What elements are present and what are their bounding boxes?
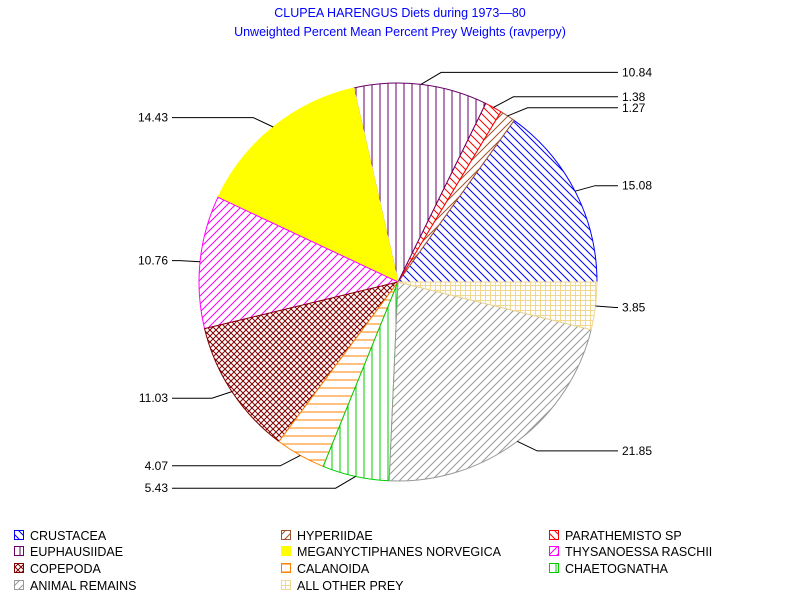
legend-swatch-animal-remains	[14, 580, 24, 590]
legend-swatch-hyperiidae	[281, 530, 291, 540]
data-label-hyperiidae: 1.27	[622, 101, 646, 115]
leader-line-animal-remains	[516, 440, 618, 452]
leader-line-crustacea	[574, 185, 618, 192]
legend-label-hyperiidae: HYPERIIDAE	[297, 529, 373, 543]
legend-entry-hyperiidae: HYPERIIDAE	[281, 529, 373, 543]
legend-swatch-meganyctiphanes-norvegica	[281, 546, 291, 556]
legend-swatch-thysanoessa-raschii	[549, 546, 559, 556]
leader-line-meganyctiphanes-norvegica	[172, 117, 274, 128]
legend-entry-thysanoessa-raschii: THYSANOESSA RASCHII	[549, 545, 712, 559]
data-label-copepoda: 11.03	[139, 391, 168, 405]
slice-thysanoessa-raschii	[198, 196, 400, 330]
legend-label-calanoida: CALANOIDA	[297, 562, 370, 576]
legend-entry-copepoda: COPEPODA	[14, 562, 102, 576]
leader-line-parathemisto-sp	[493, 96, 618, 108]
legend-label-all-other-prey: ALL OTHER PREY	[297, 579, 404, 593]
data-label-animal-remains: 21.85	[622, 444, 652, 458]
leader-line-calanoida	[172, 454, 301, 467]
legend-entry-meganyctiphanes-norvegica: MEGANYCTIPHANES NORVEGICA	[281, 545, 502, 559]
slice-labels: 15.08 1.271.38 10.84 14.43 10.76 11.03 4.07 5.4…	[138, 65, 652, 495]
legend-label-animal-remains: ANIMAL REMAINS	[30, 579, 137, 593]
legend-swatch-calanoida	[281, 563, 291, 573]
legend-label-thysanoessa-raschii: THYSANOESSA RASCHII	[565, 545, 712, 559]
legend-entry-parathemisto-sp: PARATHEMISTO SP	[549, 529, 682, 543]
slice-crustacea	[397, 119, 598, 283]
legend-entry-all-other-prey: ALL OTHER PREY	[281, 579, 404, 593]
data-label-euphausiidae: 10.84	[622, 65, 652, 79]
chart-subtitle: Unweighted Percent Mean Percent Prey Wei…	[234, 25, 566, 39]
legend-entry-calanoida: CALANOIDA	[281, 562, 370, 576]
chart-title: CLUPEA HARENGUS Diets during 1973—80	[274, 6, 526, 20]
legend-entry-animal-remains: ANIMAL REMAINS	[14, 579, 137, 593]
slice-all-other-prey	[397, 281, 598, 331]
data-label-parathemisto-sp: 1.38	[622, 90, 646, 104]
data-label-calanoida: 4.07	[145, 459, 169, 473]
legend-label-parathemisto-sp: PARATHEMISTO SP	[565, 529, 682, 543]
leader-line-chaetognatha	[172, 475, 356, 489]
legend-entry-euphausiidae: EUPHAUSIIDAE	[14, 545, 123, 559]
legend-swatch-copepoda	[14, 563, 24, 573]
data-label-thysanoessa-raschii: 10.76	[138, 254, 168, 268]
data-label-crustacea: 15.08	[622, 179, 652, 193]
legend-label-chaetognatha: CHAETOGNATHA	[565, 562, 669, 576]
legend-entry-crustacea: CRUSTACEA	[14, 529, 107, 543]
legend-swatch-chaetognatha	[549, 563, 559, 573]
leader-line-thysanoessa-raschii	[172, 260, 201, 263]
leader-line-euphausiidae	[420, 71, 618, 85]
data-label-all-other-prey: 3.85	[622, 300, 646, 314]
legend-label-euphausiidae: EUPHAUSIIDAE	[30, 545, 123, 559]
legend-entry-chaetognatha: CHAETOGNATHA	[549, 562, 669, 576]
leader-line-copepoda	[172, 391, 233, 399]
legend-label-copepoda: COPEPODA	[30, 562, 102, 576]
legend-swatch-all-other-prey	[281, 580, 291, 590]
pie-slices	[198, 82, 598, 482]
legend-swatch-crustacea	[14, 530, 24, 540]
leader-line-all-other-prey	[595, 305, 618, 308]
data-label-chaetognatha: 5.43	[145, 481, 169, 495]
legend-swatch-euphausiidae	[14, 546, 24, 556]
legend-label-meganyctiphanes-norvegica: MEGANYCTIPHANES NORVEGICA	[297, 545, 502, 559]
leader-line-hyperiidae	[507, 107, 618, 117]
legend: CRUSTACEA HYPERIIDAE PARATHEMISTO SP EUPHAU…	[14, 529, 712, 593]
legend-swatch-parathemisto-sp	[549, 530, 559, 540]
legend-label-crustacea: CRUSTACEA	[30, 529, 107, 543]
data-label-meganyctiphanes-norvegica: 14.43	[138, 111, 168, 125]
